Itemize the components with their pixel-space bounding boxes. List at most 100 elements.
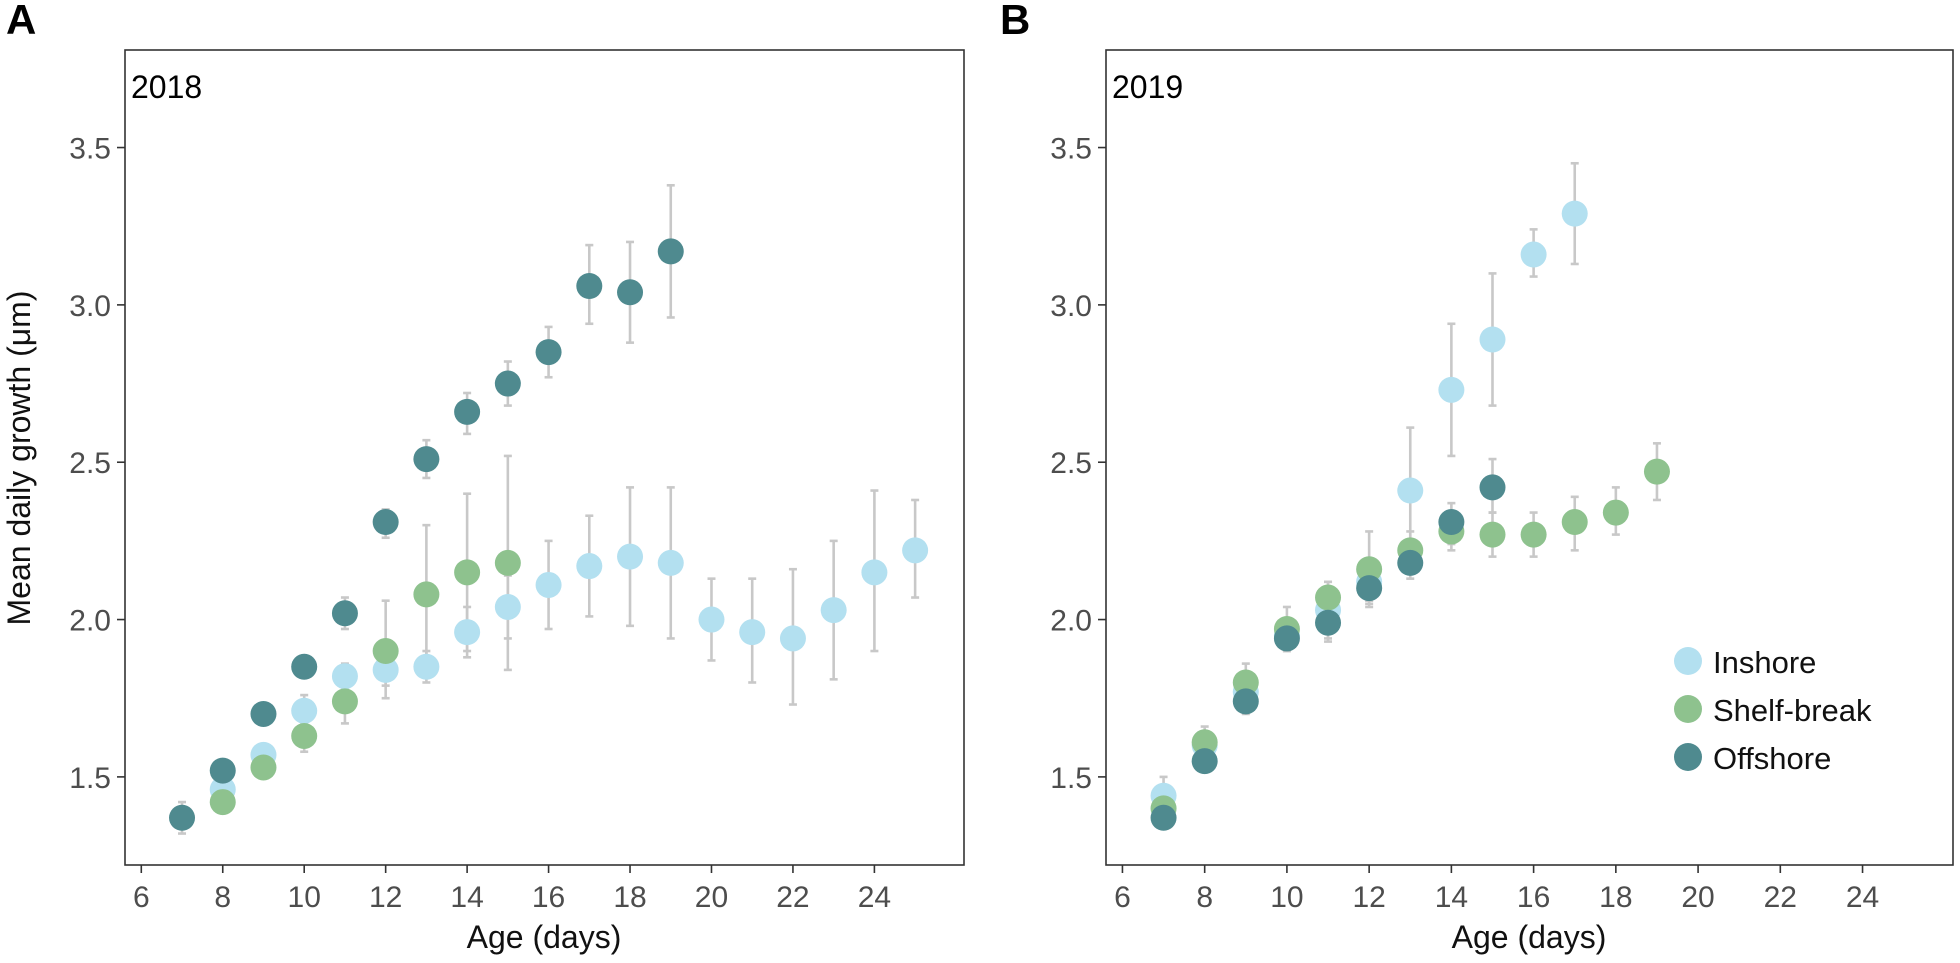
panel-a-offshore-point — [494, 370, 521, 397]
panel-a-offshore-point — [413, 446, 440, 473]
panel-b-offshore-point — [1356, 575, 1383, 602]
panel-b-shelf-break-point — [1315, 584, 1342, 611]
panel-b-x-tick-label: 12 — [1352, 881, 1385, 914]
panel-a-x-tick-label: 12 — [369, 881, 402, 914]
panel-b-inshore-point — [1438, 376, 1465, 403]
panel-b-y-tick-label: 2.0 — [1050, 605, 1092, 638]
panel-a-offshore-point — [657, 238, 684, 265]
legend: Inshore Shelf-break Offshore — [1674, 645, 1872, 776]
panel-a-shelf-break-point — [250, 754, 277, 781]
panel-a-y-tick-label: 1.5 — [69, 762, 111, 795]
panel-b-y-tick-label: 3.5 — [1050, 133, 1092, 166]
panel-a-shelf-break-point — [291, 722, 318, 749]
panel-a-y-axis: 1.5 2.0 2.5 3.0 3.5 — [69, 133, 125, 795]
panel-b-shelf-break-point — [1520, 521, 1547, 548]
legend-offshore-label: Offshore — [1713, 741, 1831, 776]
panel-a-error-bars — [178, 184, 920, 835]
panel-a-y-tick-label: 2.0 — [69, 605, 111, 638]
panel-b-x-tick-label: 16 — [1517, 881, 1550, 914]
panel-a-x-axis: 6 8 10 12 14 16 18 20 22 24 — [133, 865, 891, 914]
panel-a-plot-frame — [124, 49, 965, 866]
panel-a-inshore-point — [576, 553, 603, 580]
panel-a-points — [169, 238, 929, 831]
panel-b-x-tick-label: 8 — [1196, 881, 1213, 914]
panel-b-shelf-break-point — [1479, 521, 1506, 548]
panel-b-x-axis: 6 8 10 12 14 16 18 20 22 24 — [1114, 865, 1879, 914]
panel-b-x-tick-label: 14 — [1435, 881, 1468, 914]
panel-a-y-tick-label: 3.0 — [69, 290, 111, 323]
panel-b-offshore-point — [1438, 509, 1465, 536]
panel-b-shelf-break-point — [1356, 556, 1383, 583]
panel-b-y-tick-label: 2.5 — [1050, 447, 1092, 480]
panel-a-x-tick-label: 20 — [695, 881, 728, 914]
panel-b-inshore-point — [1397, 477, 1424, 504]
panel-a-x-tick-label: 6 — [133, 881, 150, 914]
panel-b-year-label: 2019 — [1112, 69, 1183, 105]
panel-a-shelf-break-point — [413, 581, 440, 608]
panel-a-inshore-point — [413, 653, 440, 680]
panel-b-x-tick-label: 6 — [1114, 881, 1131, 914]
panel-a: A 2018 1.5 2.0 2.5 3.0 3.5 6 8 10 12 14 16 18 20 22 2… — [1, 0, 965, 955]
panel-a-inshore-point — [779, 625, 806, 652]
panel-a-x-tick-label: 14 — [450, 881, 483, 914]
panel-b-y-tick-label: 3.0 — [1050, 290, 1092, 323]
panel-b-shelf-break-point — [1191, 729, 1218, 756]
panel-a-inshore-point — [617, 543, 644, 570]
panel-a-inshore-point — [331, 663, 358, 690]
panel-a-shelf-break-point — [209, 789, 236, 816]
panel-b-offshore-point — [1232, 688, 1259, 715]
panel-b-inshore-point — [1520, 241, 1547, 268]
panel-a-offshore-point — [250, 700, 277, 727]
panel-a-shelf-break-point — [331, 688, 358, 715]
panel-a-shelf-break-point — [454, 559, 481, 586]
panel-b-shelf-break-point — [1561, 509, 1588, 536]
panel-a-inshore-point — [861, 559, 888, 586]
panel-b-inshore-point — [1561, 200, 1588, 227]
panel-b-x-axis-title: Age (days) — [1452, 919, 1607, 955]
panel-a-inshore-point — [494, 593, 521, 620]
panel-a-shelf-break-point — [494, 549, 521, 576]
panel-a-offshore-point — [576, 273, 603, 300]
panel-b-x-tick-label: 10 — [1270, 881, 1303, 914]
panel-a-inshore-point — [698, 606, 725, 633]
panel-b-x-tick-label: 22 — [1764, 881, 1797, 914]
panel-a-offshore-point — [209, 757, 236, 784]
legend-shelf-break-marker — [1674, 695, 1702, 723]
panel-a-shelf-break-point — [372, 638, 399, 665]
panel-a-inshore-point — [291, 697, 318, 724]
panel-b-offshore-point — [1150, 804, 1177, 831]
panel-a-offshore-point — [372, 509, 399, 536]
panel-b-plot-frame — [1105, 49, 1954, 866]
panel-a-offshore-point — [331, 600, 358, 627]
panel-a-x-tick-label: 16 — [532, 881, 565, 914]
panel-a-offshore-point — [291, 653, 318, 680]
panel-a-y-tick-label: 2.5 — [69, 447, 111, 480]
panel-a-year-label: 2018 — [131, 69, 202, 105]
panel-a-x-axis-title: Age (days) — [467, 919, 622, 955]
legend-inshore-marker — [1674, 647, 1702, 675]
panel-a-offshore-point — [535, 339, 562, 366]
panel-b-letter: B — [1000, 0, 1030, 43]
panel-a-inshore-point — [902, 537, 929, 564]
panel-a-letter: A — [6, 0, 36, 43]
panel-b-shelf-break-point — [1602, 499, 1629, 526]
panel-b-offshore-point — [1397, 549, 1424, 576]
panel-b-shelf-break-point — [1232, 669, 1259, 696]
panel-a-inshore-point — [820, 597, 847, 624]
panel-a-x-tick-label: 8 — [214, 881, 231, 914]
panel-b-inshore-point — [1479, 326, 1506, 353]
panel-b-offshore-point — [1315, 609, 1342, 636]
panel-a-inshore-point — [739, 619, 766, 646]
panel-b-y-tick-label: 1.5 — [1050, 762, 1092, 795]
panel-a-inshore-point — [657, 549, 684, 576]
panel-a-inshore-point — [535, 571, 562, 598]
panel-a-x-tick-label: 18 — [613, 881, 646, 914]
panel-b-x-tick-label: 20 — [1681, 881, 1714, 914]
panel-a-inshore-point — [454, 619, 481, 646]
legend-shelf-break-label: Shelf-break — [1713, 693, 1872, 728]
panel-a-offshore-point — [169, 804, 196, 831]
panel-b-x-tick-label: 24 — [1846, 881, 1879, 914]
legend-offshore-marker — [1674, 743, 1702, 771]
panel-b-offshore-point — [1191, 748, 1218, 775]
